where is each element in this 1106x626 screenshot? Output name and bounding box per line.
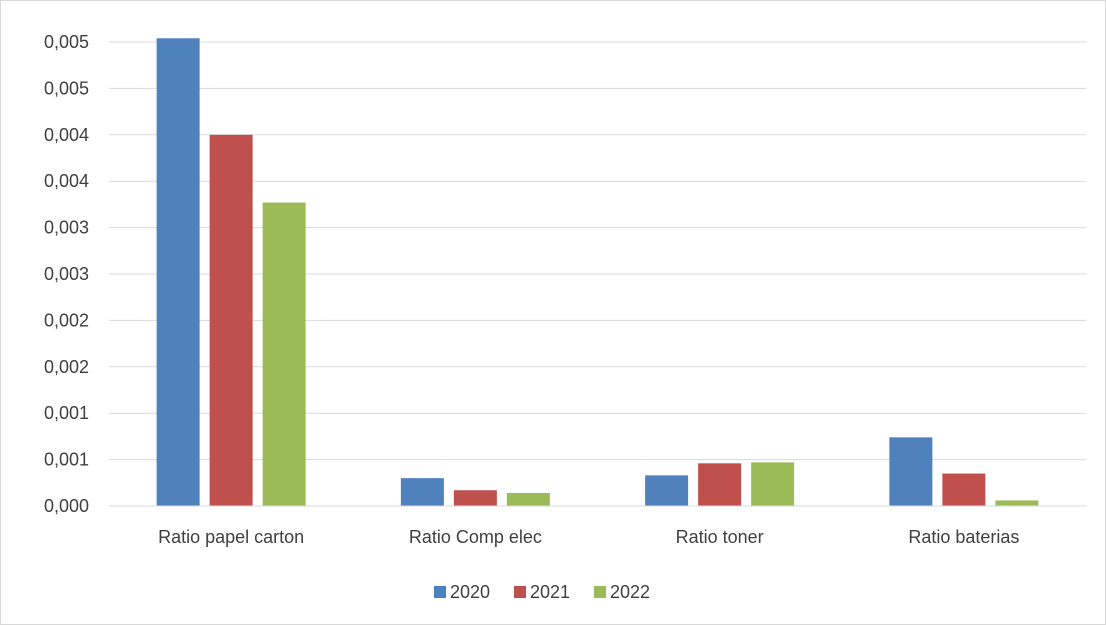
legend-swatch-2020 (434, 586, 446, 598)
legend-swatch-2022 (594, 586, 606, 598)
bar-2020-1 (400, 478, 444, 506)
bar-2020-0 (156, 38, 200, 507)
x-category-label: Ratio papel carton (158, 527, 304, 547)
y-tick-label: 0,001 (44, 450, 89, 470)
legend: 2020 2021 2022 (434, 582, 650, 602)
legend-label: 2022 (610, 582, 650, 602)
bar-2022-3 (995, 500, 1039, 506)
bar-2021-0 (209, 134, 253, 507)
y-tick-label: 0,005 (44, 32, 89, 52)
y-tick-label: 0,005 (44, 78, 89, 98)
bar-2022-0 (262, 202, 306, 506)
y-tick-label: 0,004 (44, 171, 89, 191)
y-tick-label: 0,002 (44, 357, 89, 377)
bar-2021-2 (698, 463, 742, 506)
gridlines (109, 41, 1086, 461)
bar-2022-2 (751, 462, 795, 506)
x-category-label: Ratio Comp elec (409, 527, 542, 547)
legend-swatch-2021 (514, 586, 526, 598)
y-tick-label: 0,004 (44, 125, 89, 145)
bar-2020-3 (889, 437, 933, 506)
y-tick-label: 0,002 (44, 310, 89, 330)
bar-2022-1 (506, 493, 550, 506)
y-axis-ticks: 0,000 0,001 0,001 0,002 0,002 0,003 0,003 0,004… (44, 32, 89, 516)
bar-2020-2 (645, 475, 689, 506)
y-tick-label: 0,000 (44, 496, 89, 516)
bar-2021-3 (942, 473, 986, 506)
x-axis-categories: Ratio papel carton Ratio Comp elec Ratio t… (158, 527, 1019, 547)
bars (156, 38, 1039, 507)
x-category-label: Ratio baterias (908, 527, 1019, 547)
y-tick-label: 0,003 (44, 264, 89, 284)
legend-label: 2021 (530, 582, 570, 602)
legend-label: 2020 (450, 582, 490, 602)
y-tick-label: 0,003 (44, 218, 89, 238)
y-tick-label: 0,001 (44, 403, 89, 423)
x-category-label: Ratio toner (676, 527, 764, 547)
bar-2021-1 (453, 490, 497, 506)
